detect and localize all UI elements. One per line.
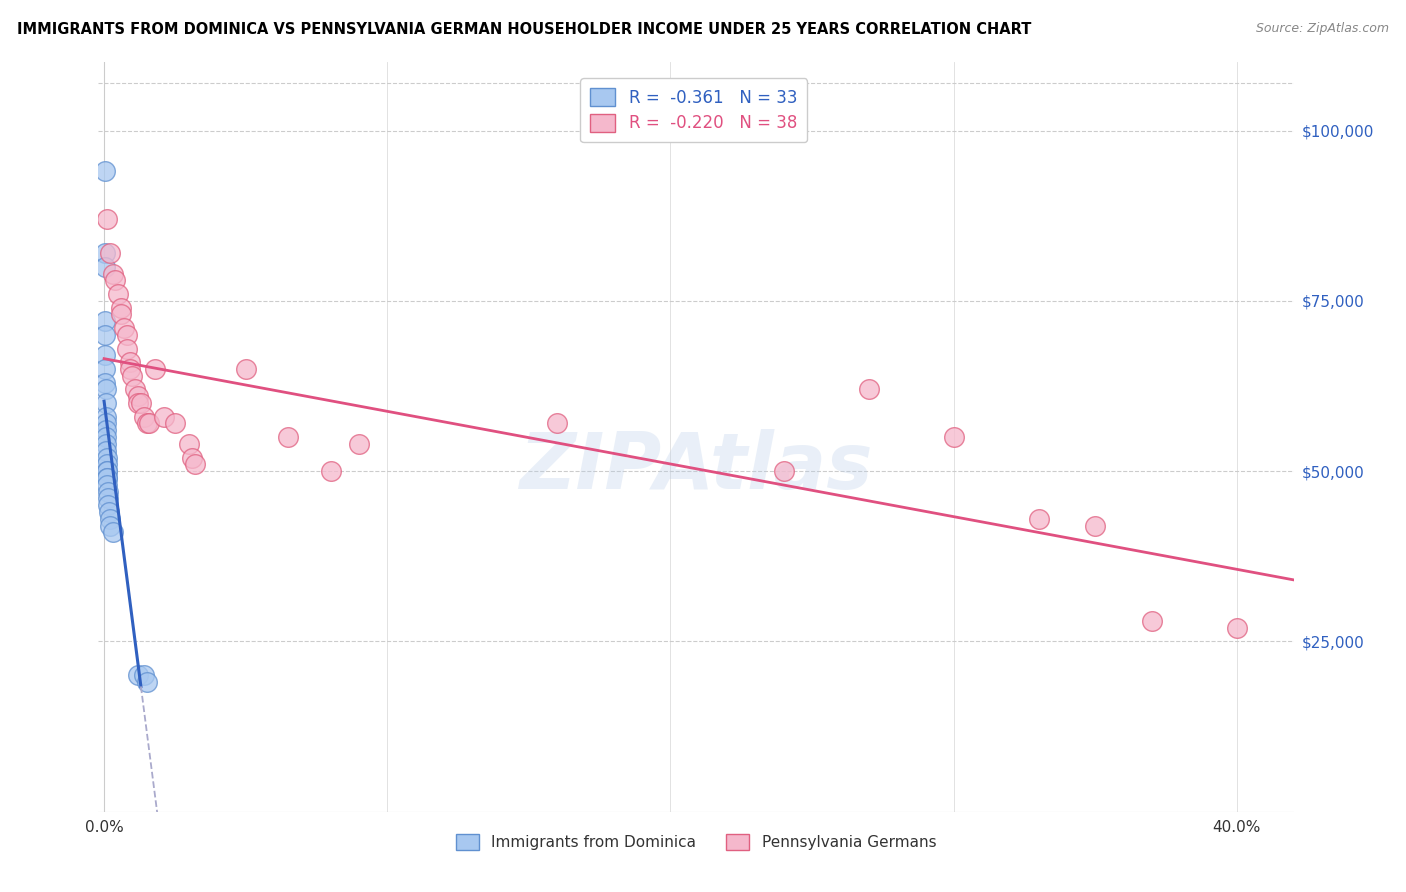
Point: [942, 430, 965, 444]
Point: [94, 246, 117, 260]
Point: [96, 443, 118, 458]
Point: [235, 362, 257, 376]
Point: [96, 477, 118, 491]
Point: [1084, 518, 1107, 533]
Point: [127, 668, 149, 682]
Point: [96, 464, 118, 478]
Point: [94, 409, 117, 424]
Point: [96, 471, 118, 485]
Point: [121, 368, 143, 383]
Point: [97, 505, 120, 519]
Point: [124, 383, 146, 397]
Point: [96, 464, 118, 478]
Point: [132, 668, 155, 682]
Point: [96, 437, 118, 451]
Point: [97, 484, 120, 499]
Point: [127, 396, 149, 410]
Point: [115, 342, 138, 356]
Point: [94, 430, 117, 444]
Point: [104, 273, 127, 287]
Point: [96, 458, 118, 472]
Point: [319, 464, 342, 478]
Point: [107, 287, 129, 301]
Point: [180, 450, 202, 465]
Point: [127, 389, 149, 403]
Point: [129, 396, 152, 410]
Point: [93, 164, 115, 178]
Point: [94, 383, 117, 397]
Point: [546, 417, 568, 431]
Point: [97, 491, 120, 506]
Point: [1140, 614, 1163, 628]
Point: [94, 348, 117, 362]
Point: [858, 383, 880, 397]
Point: [772, 464, 794, 478]
Point: [110, 301, 132, 315]
Point: [132, 409, 155, 424]
Point: [277, 430, 299, 444]
Point: [110, 308, 132, 322]
Legend: Immigrants from Dominica, Pennsylvania Germans: Immigrants from Dominica, Pennsylvania G…: [450, 828, 942, 856]
Point: [101, 525, 124, 540]
Point: [96, 450, 118, 465]
Point: [135, 417, 157, 431]
Point: [1028, 512, 1050, 526]
Point: [135, 675, 157, 690]
Point: [94, 396, 117, 410]
Text: IMMIGRANTS FROM DOMINICA VS PENNSYLVANIA GERMAN HOUSEHOLDER INCOME UNDER 25 YEAR: IMMIGRANTS FROM DOMINICA VS PENNSYLVANIA…: [17, 22, 1031, 37]
Point: [118, 355, 141, 369]
Point: [101, 267, 124, 281]
Point: [118, 362, 141, 376]
Point: [163, 417, 186, 431]
Point: [96, 471, 118, 485]
Point: [97, 498, 120, 512]
Point: [94, 423, 117, 437]
Point: [1226, 621, 1249, 635]
Point: [94, 362, 117, 376]
Point: [138, 417, 160, 431]
Point: [94, 314, 117, 328]
Point: [96, 212, 118, 227]
Point: [177, 437, 200, 451]
Point: [112, 321, 135, 335]
Point: [98, 518, 121, 533]
Point: [94, 376, 117, 390]
Point: [98, 246, 121, 260]
Point: [347, 437, 370, 451]
Text: Source: ZipAtlas.com: Source: ZipAtlas.com: [1256, 22, 1389, 36]
Point: [183, 458, 205, 472]
Point: [94, 327, 117, 342]
Point: [115, 327, 138, 342]
Point: [98, 512, 121, 526]
Point: [152, 409, 174, 424]
Point: [94, 417, 117, 431]
Point: [94, 260, 117, 274]
Point: [143, 362, 166, 376]
Text: ZIPAtlas: ZIPAtlas: [519, 429, 873, 505]
